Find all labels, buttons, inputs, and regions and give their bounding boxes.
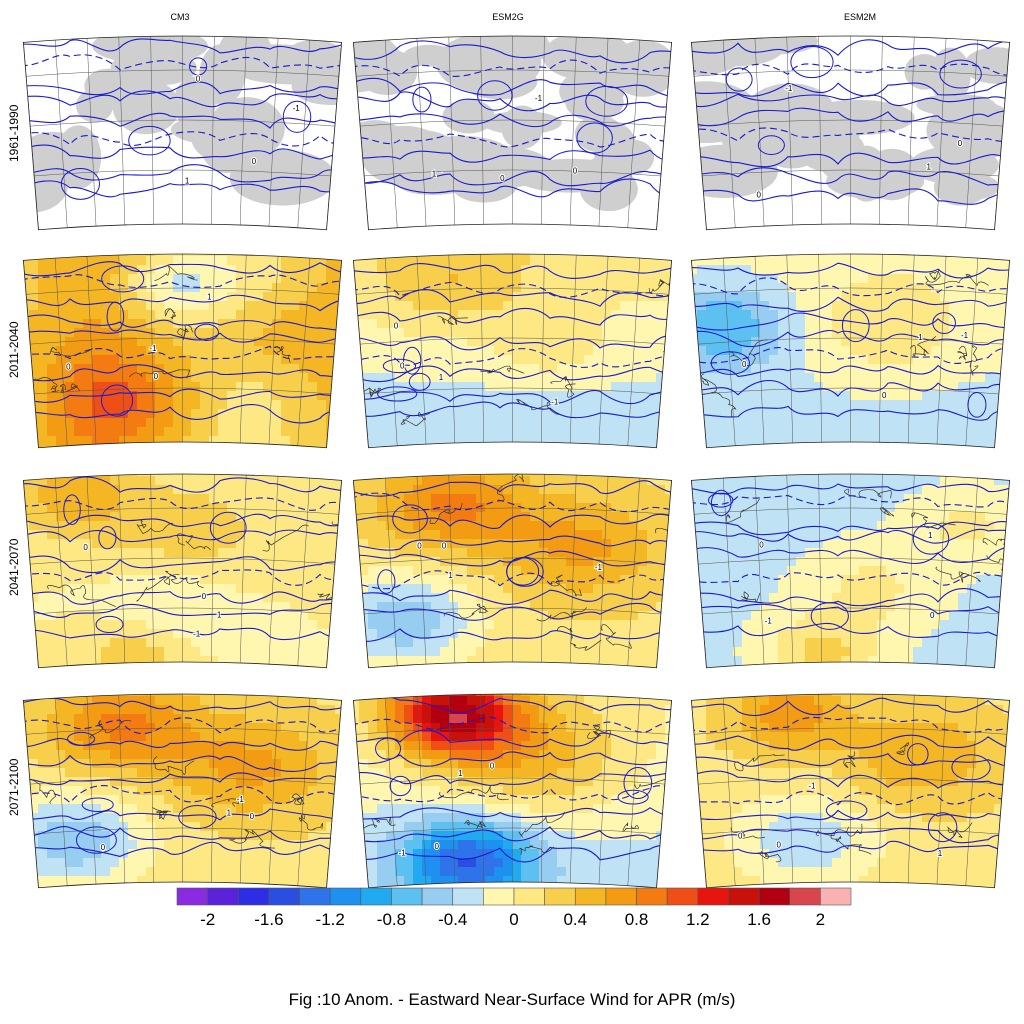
contour-label: 0 bbox=[776, 841, 781, 850]
colorbar-swatch bbox=[513, 887, 545, 906]
contour-label: 0 bbox=[958, 139, 963, 148]
contour-label: 1 bbox=[927, 163, 932, 172]
contour-label: -1 bbox=[149, 344, 157, 353]
contour-label: 1 bbox=[217, 611, 222, 620]
colorbar-tick-label: -2 bbox=[200, 910, 215, 929]
contour-label: 1 bbox=[185, 177, 190, 186]
colorbar-swatch bbox=[574, 887, 607, 906]
column-title-cm3: CM3 bbox=[170, 12, 190, 22]
contour-label: -1 bbox=[808, 782, 816, 791]
contour-label: 0 bbox=[101, 843, 106, 852]
contour-label: 1 bbox=[918, 333, 923, 342]
contour-label: 0 bbox=[435, 842, 440, 851]
contour-label: 0 bbox=[202, 592, 207, 601]
column-title-esm2m: ESM2M bbox=[843, 12, 876, 22]
colorbar-swatch bbox=[758, 887, 791, 906]
contour-label: -1 bbox=[399, 848, 407, 857]
contour-label: 0 bbox=[196, 75, 201, 84]
map-panel-2011-2040-cm3: 0 1 -1 0 bbox=[22, 253, 343, 449]
column-title-esm2g: ESM2G bbox=[492, 12, 524, 22]
map-panel-1961-1990-esm2g: 0 1 -1 0 bbox=[352, 35, 673, 231]
figure-caption: Fig :10 Anom. - Eastward Near-Surface Wi… bbox=[288, 990, 736, 1009]
contour-label: 0 bbox=[400, 361, 405, 370]
map-panel-2071-2100-esm2g: 0 1 -1 0 bbox=[352, 693, 673, 889]
contour-label: 0 bbox=[250, 812, 255, 821]
colorbar-swatch bbox=[666, 887, 699, 906]
contour-label: -1 bbox=[961, 331, 969, 340]
colorbar-swatch bbox=[605, 887, 637, 906]
colorbar-swatch bbox=[544, 887, 576, 906]
colorbar-swatch bbox=[207, 887, 239, 906]
colorbar-swatch bbox=[697, 887, 729, 906]
map-panel-2041-2070-esm2g: 0 1 -1 0 bbox=[352, 473, 673, 669]
contour-label: 1 bbox=[928, 531, 933, 540]
contour-label: 0 bbox=[882, 391, 887, 400]
contour-label: 0 bbox=[83, 543, 88, 552]
contour-label: 0 bbox=[930, 611, 935, 620]
colorbar-swatch bbox=[820, 887, 852, 906]
colorbar-tick-label: 1.6 bbox=[747, 910, 771, 929]
contour-label: 0 bbox=[252, 157, 257, 166]
contour-label: 0 bbox=[154, 372, 159, 381]
contour-label: 0 bbox=[573, 167, 578, 176]
contour-label: 1 bbox=[458, 769, 463, 778]
colorbar-tick-label: 0 bbox=[509, 910, 518, 929]
contour-label: 1 bbox=[207, 293, 212, 302]
contour-label: 0 bbox=[394, 321, 399, 330]
colorbar-swatch bbox=[789, 887, 821, 906]
colorbar-swatch bbox=[329, 887, 362, 906]
contour-label: 0 bbox=[738, 831, 743, 840]
contour-label: 1 bbox=[432, 170, 437, 179]
colorbar-swatch bbox=[636, 887, 668, 906]
contour-label: -1 bbox=[535, 94, 543, 103]
colorbar-tick-label: 0.4 bbox=[563, 910, 587, 929]
contour-label: 0 bbox=[66, 363, 71, 372]
map-panel-1961-1990-esm2m: 0 1 -1 0 bbox=[690, 35, 1011, 231]
colorbar-swatch bbox=[421, 887, 454, 906]
contour-label: 0 bbox=[757, 191, 762, 200]
contour-label: -1 bbox=[595, 563, 603, 572]
colorbar-tick-label: 2 bbox=[816, 910, 825, 929]
contour-label: -1 bbox=[551, 398, 559, 407]
contour-label: 1 bbox=[938, 849, 943, 858]
colorbar-swatch bbox=[299, 887, 331, 906]
colorbar-tick-label: 1.2 bbox=[686, 910, 710, 929]
colorbar-tick-label: -0.8 bbox=[377, 910, 406, 929]
contour-label: 1 bbox=[227, 809, 232, 818]
colorbar-swatch bbox=[728, 887, 760, 906]
map-panel-2011-2040-esm2m: 0 1 -1 0 bbox=[690, 253, 1011, 449]
contour-label: 0 bbox=[759, 540, 764, 549]
map-panel-2071-2100-cm3: 0 1 -1 0 bbox=[22, 693, 343, 889]
colorbar-swatch bbox=[360, 887, 392, 906]
colorbar-swatch bbox=[483, 887, 515, 906]
colorbar: -2 -1.6 -1.2 -0.8 -0.4 0 0.4 0.8 1.2 1.6 2 bbox=[176, 887, 852, 929]
contour-label: 0 bbox=[490, 762, 495, 771]
colorbar-tick-label: 0.8 bbox=[625, 910, 649, 929]
colorbar-swatch bbox=[268, 887, 300, 906]
map-panel-2071-2100-esm2m: 0 1 -1 0 bbox=[690, 693, 1011, 889]
colorbar-swatch bbox=[452, 887, 484, 906]
contour-label: 0 bbox=[500, 174, 505, 183]
contour-label: -1 bbox=[237, 795, 245, 804]
colorbar-swatch bbox=[391, 887, 423, 906]
contour-label: -1 bbox=[765, 616, 773, 625]
contour-label: -1 bbox=[785, 84, 793, 93]
contour-label: 1 bbox=[439, 373, 444, 382]
contour-label: -1 bbox=[293, 104, 301, 113]
colorbar-swatch bbox=[176, 887, 208, 906]
contour-label: 0 bbox=[442, 542, 447, 551]
colorbar-swatch bbox=[237, 887, 270, 906]
contour-label: 0 bbox=[417, 542, 422, 551]
colorbar-tick-label: -1.2 bbox=[316, 910, 345, 929]
map-panel-1961-1990-cm3: 0 1 -1 0 bbox=[22, 35, 343, 231]
map-panel-2041-2070-cm3: 0 1 -1 0 bbox=[22, 473, 343, 669]
colorbar-tick-label: -0.4 bbox=[438, 910, 467, 929]
map-panel-2041-2070-esm2m: 0 1 -1 0 bbox=[690, 473, 1011, 669]
map-panel-2011-2040-esm2g: 0 1 -1 0 bbox=[352, 253, 673, 449]
contour-label: 1 bbox=[448, 571, 453, 580]
contour-label: 0 bbox=[742, 360, 747, 369]
colorbar-tick-label: -1.6 bbox=[254, 910, 283, 929]
contour-label: -1 bbox=[193, 629, 201, 638]
